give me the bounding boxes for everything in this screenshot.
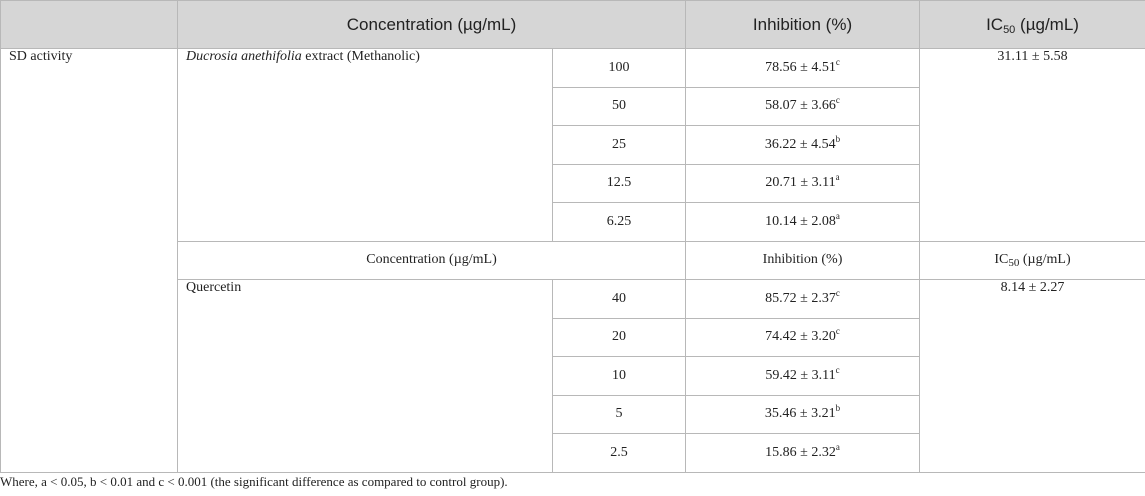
- results-table: Concentration (µg/mL) Inhibition (%) IC5…: [0, 0, 1145, 473]
- extract-name-italic: Ducrosia anethifolia: [186, 49, 302, 64]
- quercetin-inhibition: 74.42 ± 3.20c: [685, 317, 921, 357]
- inhibition-value: 36.22 ± 4.54: [764, 136, 836, 152]
- significance-mark: a: [835, 172, 840, 183]
- significance-mark: a: [835, 210, 840, 221]
- inhibition-value: 35.46 ± 3.21: [764, 406, 836, 422]
- extract-concentration: 6.25: [551, 202, 687, 242]
- extract-concentration: 12.5: [551, 163, 687, 203]
- inhibition-value: 58.07 ± 3.66: [765, 98, 836, 114]
- table-row: 25 36.22 ± 4.54b: [1, 125, 1145, 165]
- inhibition-value: 10.14 ± 2.08: [765, 213, 836, 229]
- table-row: 50 58.07 ± 3.66c: [1, 86, 1145, 126]
- extract-inhibition: 78.56 ± 4.51c: [685, 48, 921, 88]
- header-ic50-subscript: 50: [1003, 23, 1016, 36]
- table-row: 10 59.42 ± 3.11c: [1, 356, 1145, 396]
- subheader-ic50: IC50 (µg/mL): [919, 240, 1145, 280]
- header-blank-cell: [0, 0, 178, 49]
- significance-mark: c: [835, 56, 840, 67]
- significance-mark: c: [835, 364, 840, 375]
- inhibition-value: 59.42 ± 3.11: [765, 367, 836, 383]
- inhibition-value: 20.71 ± 3.11: [765, 175, 836, 191]
- significance-mark: c: [835, 287, 840, 298]
- extract-name-rest: extract (Methanolic): [301, 49, 420, 64]
- extract-concentration: 50: [551, 86, 687, 126]
- inhibition-value: 15.86 ± 2.32: [765, 444, 836, 460]
- significance-mark: b: [835, 133, 841, 144]
- row-label-sd-activity: SD activity: [0, 48, 178, 473]
- extract-concentration: 25: [551, 125, 687, 165]
- header-inhibition: Inhibition (%): [685, 0, 921, 49]
- quercetin-inhibition: 85.72 ± 2.37c: [685, 279, 921, 319]
- table-row: 2.5 15.86 ± 2.32a: [1, 433, 1145, 473]
- header-concentration: Concentration (µg/mL): [176, 0, 687, 49]
- subheader-ic50-suffix: (µg/mL): [1019, 252, 1071, 268]
- quercetin-ic50: 8.14 ± 2.27: [919, 279, 1145, 473]
- header-ic50-prefix: IC: [986, 14, 1004, 34]
- table-row: 12.5 20.71 ± 3.11a: [1, 163, 1145, 203]
- subheader-ic50-prefix: IC: [994, 252, 1009, 268]
- extract-inhibition: 20.71 ± 3.11a: [685, 163, 921, 203]
- significance-mark: c: [835, 326, 840, 337]
- significance-mark: a: [835, 441, 840, 452]
- quercetin-concentration: 40: [551, 279, 687, 319]
- extract-inhibition: 36.22 ± 4.54b: [685, 125, 921, 165]
- table-row: 20 74.42 ± 3.20c: [1, 317, 1145, 357]
- quercetin-name: Quercetin: [177, 279, 553, 473]
- table-row: SD activity Ducrosia anethifolia extract…: [0, 48, 1145, 473]
- extract-ic50: 31.11 ± 5.58: [919, 48, 1145, 242]
- quercetin-inhibition: 59.42 ± 3.11c: [685, 356, 921, 396]
- subheader-ic50-subscript: 50: [1008, 257, 1020, 270]
- header-ic50-suffix: (µg/mL): [1015, 14, 1079, 34]
- table-footnote: Where, a < 0.05, b < 0.01 and c < 0.001 …: [0, 474, 508, 489]
- extract-name: Ducrosia anethifolia extract (Methanolic…: [177, 48, 553, 242]
- quercetin-concentration: 20: [551, 317, 687, 357]
- quercetin-concentration: 10: [551, 356, 687, 396]
- extract-concentration: 100: [551, 48, 687, 88]
- inhibition-value: 78.56 ± 4.51: [765, 59, 836, 75]
- quercetin-inhibition: 35.46 ± 3.21b: [685, 394, 921, 434]
- extract-inhibition: 10.14 ± 2.08a: [685, 202, 921, 242]
- significance-mark: b: [835, 403, 841, 414]
- inhibition-value: 74.42 ± 3.20: [765, 329, 836, 345]
- header-row: Concentration (µg/mL) Inhibition (%) IC5…: [0, 0, 1145, 49]
- subheader-inhibition: Inhibition (%): [685, 240, 921, 280]
- inhibition-value: 85.72 ± 2.37: [765, 290, 836, 306]
- quercetin-concentration: 5: [551, 394, 687, 434]
- header-ic50: IC50 (µg/mL): [919, 0, 1145, 49]
- significance-mark: c: [835, 95, 840, 106]
- quercetin-concentration: 2.5: [551, 433, 687, 473]
- extract-inhibition: 58.07 ± 3.66c: [685, 86, 921, 126]
- table-row: Quercetin 40 85.72 ± 2.37c 8.14 ± 2.27: [1, 279, 1145, 473]
- subheader-row: Concentration (µg/mL) Inhibition (%) IC5…: [1, 240, 1145, 280]
- quercetin-inhibition: 15.86 ± 2.32a: [685, 433, 921, 473]
- subheader-concentration: Concentration (µg/mL): [176, 240, 687, 280]
